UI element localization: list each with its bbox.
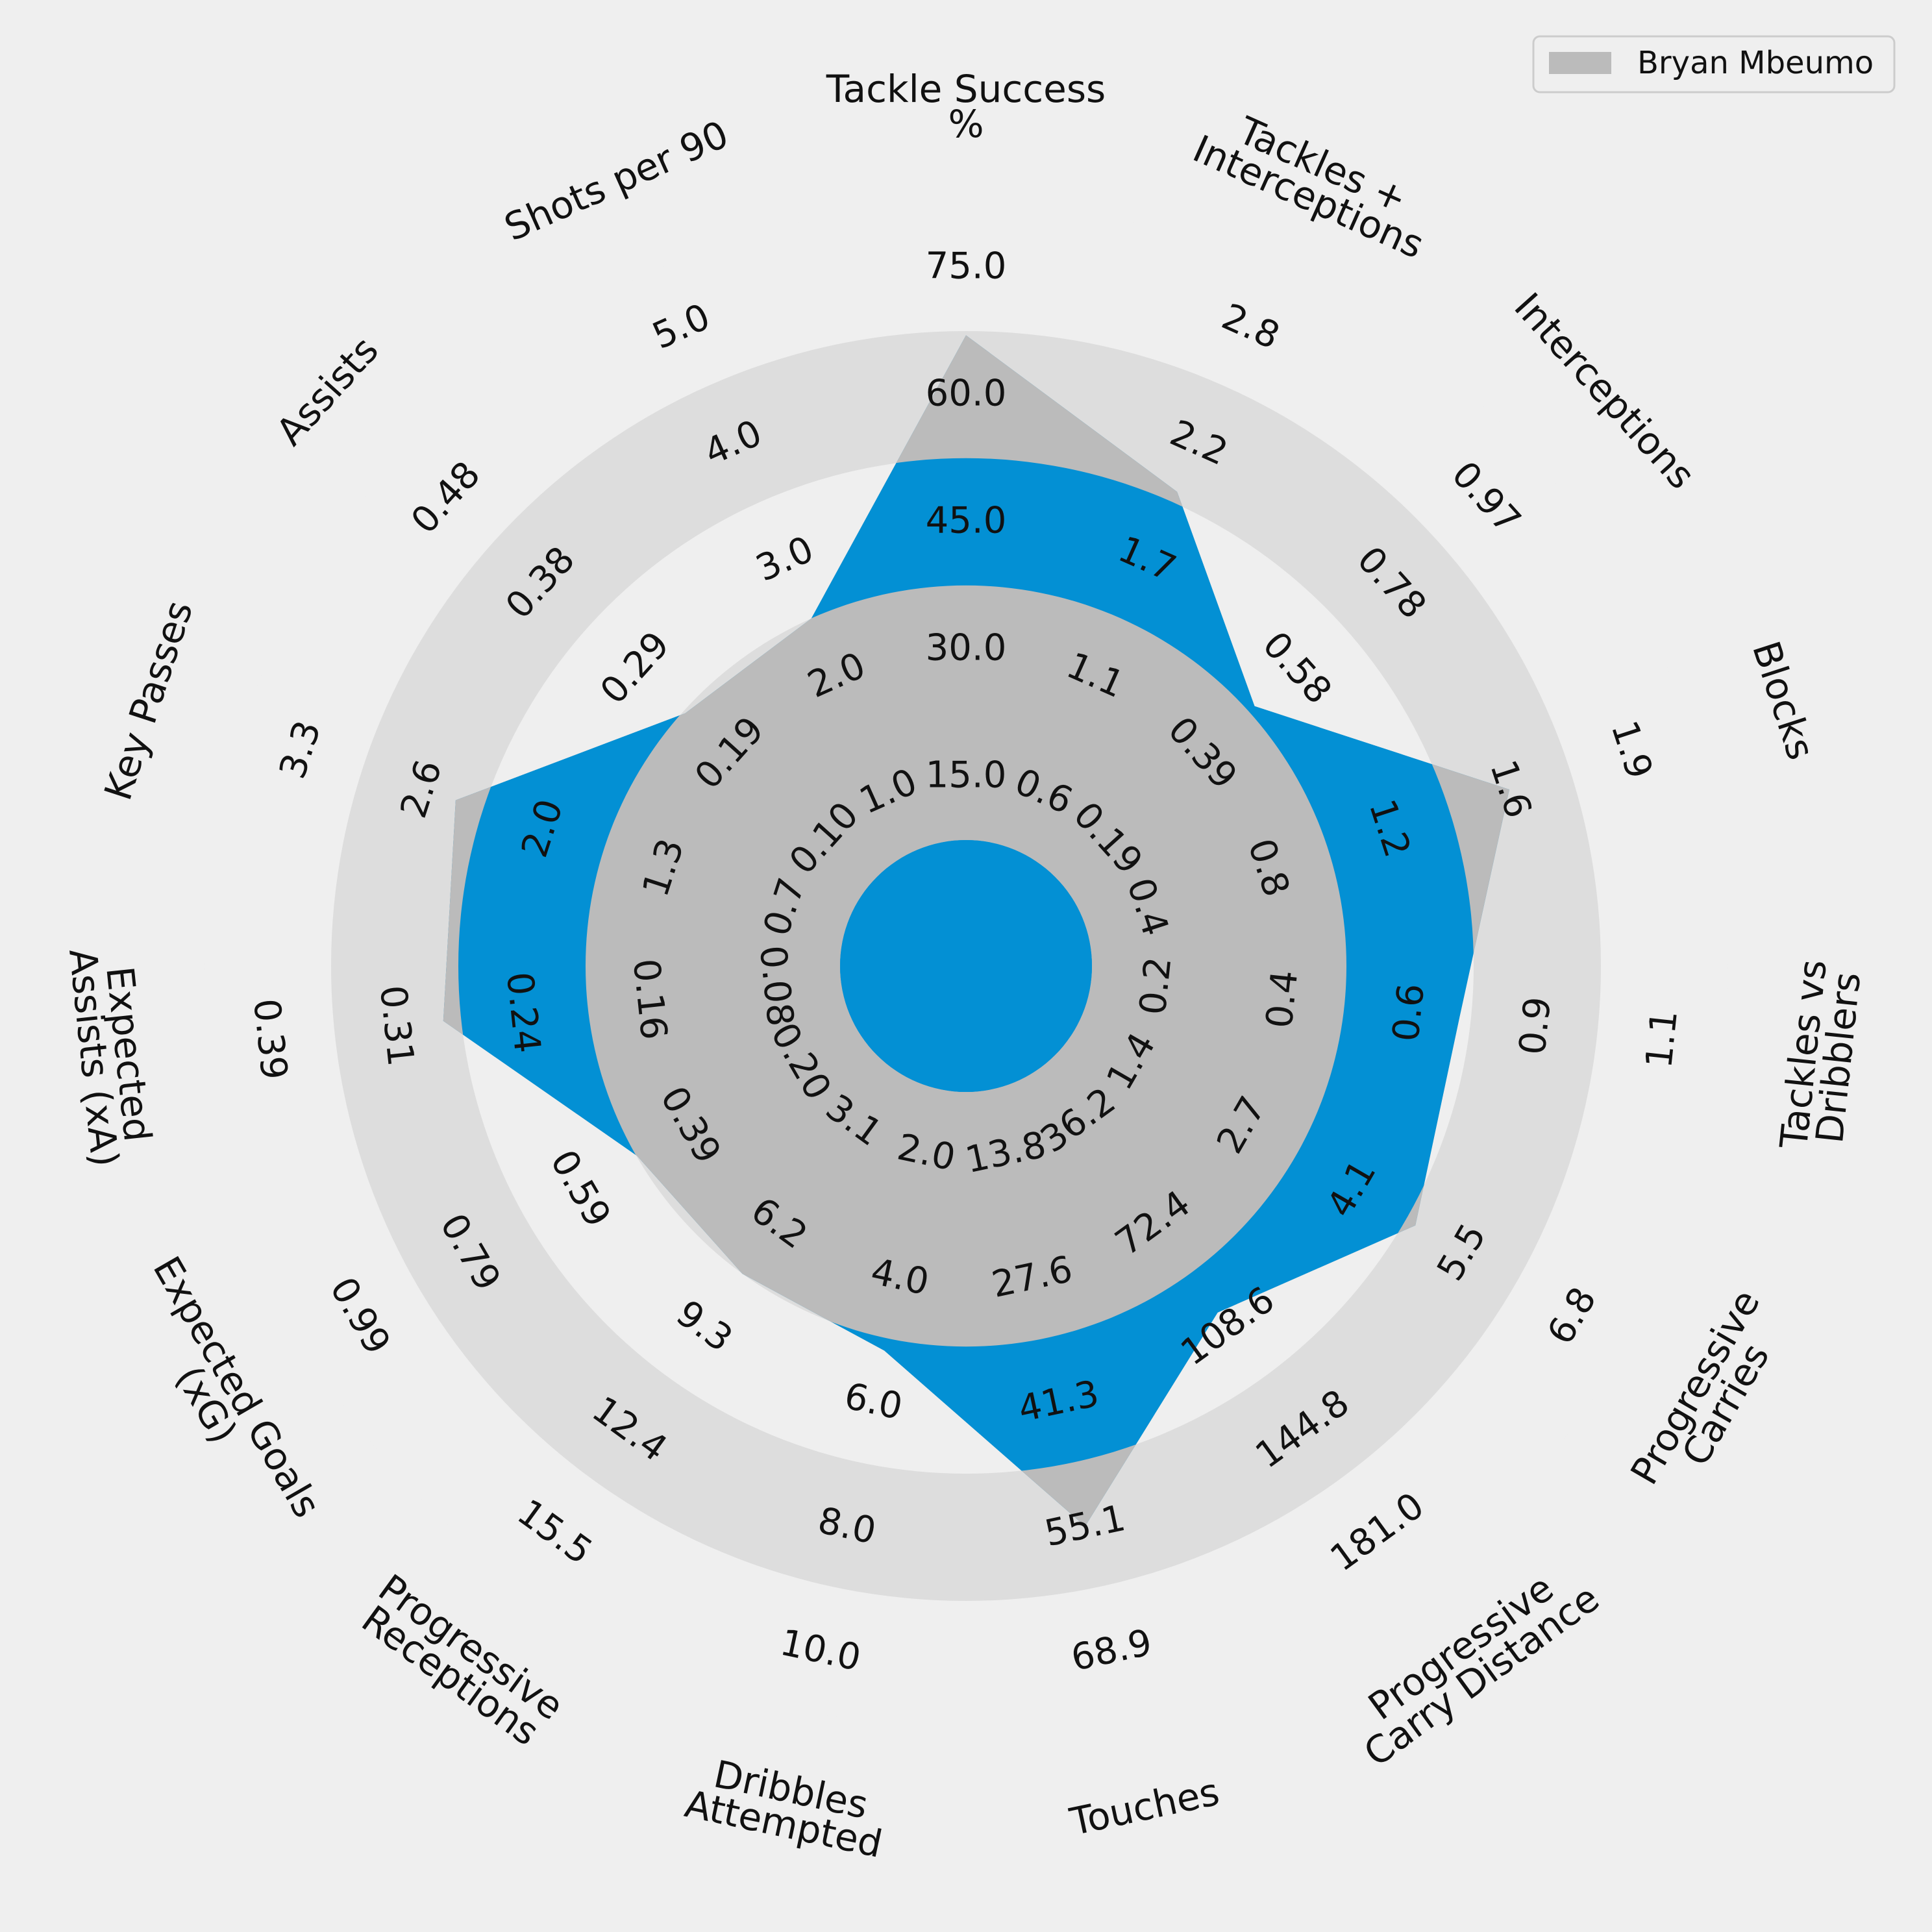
tick-label: 0.08 — [751, 943, 802, 1028]
param-label-line: % — [948, 102, 984, 146]
tick-label: 0.2 — [1132, 955, 1180, 1017]
tick-label: 30.0 — [926, 627, 1007, 669]
tick-label: 0.6 — [1385, 982, 1433, 1043]
tick-label: 15.0 — [926, 754, 1007, 797]
legend-label: Bryan Mbeumo — [1637, 45, 1874, 81]
tick-label: 60.0 — [926, 373, 1007, 415]
tick-label: 0.31 — [371, 984, 422, 1069]
legend-box — [1532, 35, 1896, 93]
tick-label: 0.39 — [245, 997, 295, 1082]
tick-label: 75.0 — [926, 245, 1007, 288]
tick-label: 0.16 — [625, 957, 675, 1042]
tick-label: 0.4 — [1258, 969, 1306, 1030]
center-circle — [840, 840, 1092, 1092]
tick-label: 0.24 — [498, 970, 549, 1055]
param-label: Tackle Success% — [826, 67, 1106, 146]
tick-label: 1.1 — [1638, 1008, 1686, 1070]
tick-label: 45.0 — [926, 500, 1007, 542]
legend: Bryan Mbeumo — [1532, 35, 1896, 93]
legend-swatch — [1549, 52, 1611, 74]
tick-label: 0.9 — [1511, 995, 1559, 1057]
param-label-line: Tackle Success — [826, 67, 1106, 111]
